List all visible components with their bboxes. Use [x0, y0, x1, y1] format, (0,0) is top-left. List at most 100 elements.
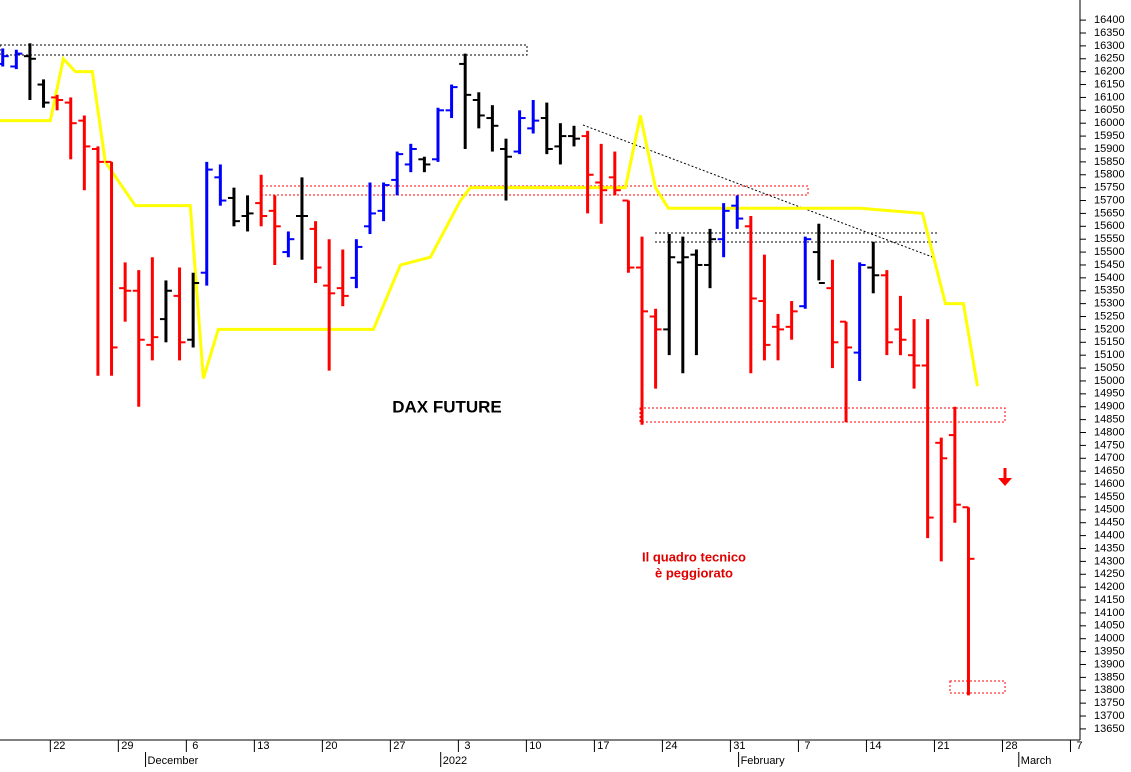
ohlc-bar	[227, 187, 240, 227]
ohlc-bar	[894, 295, 907, 356]
y-tick-label: 15800	[1094, 169, 1125, 181]
x-tick-label: 28	[1005, 740, 1017, 752]
y-tick-label: 13800	[1094, 684, 1125, 696]
ohlc-bar	[812, 223, 825, 285]
ohlc-bar	[622, 199, 635, 273]
ohlc-bar	[418, 156, 431, 173]
ohlc-bar	[391, 151, 404, 196]
ohlc-bar	[554, 123, 567, 165]
ohlc-bar	[595, 143, 608, 224]
ohlc-bar	[377, 182, 390, 222]
ohlc-bar	[731, 195, 744, 229]
x-tick-label: 22	[53, 740, 65, 752]
y-tick-label: 15250	[1094, 310, 1125, 322]
ohlc-bar	[323, 239, 336, 371]
ohlc-bar	[445, 84, 458, 119]
ohlc-bar	[187, 272, 200, 348]
x-tick-label: 14	[869, 740, 881, 752]
ohlc-bar	[431, 107, 444, 162]
resistance-zone	[0, 44, 528, 56]
down-arrow	[998, 468, 1012, 486]
ohlc-bar	[867, 241, 880, 294]
x-tick-label: 7	[1076, 740, 1082, 752]
x-tick-label: 3	[464, 740, 470, 752]
month-label: 2022	[443, 755, 467, 767]
ohlc-bar	[37, 79, 50, 108]
ohlc-bar	[91, 146, 104, 376]
ohlc-bar	[51, 94, 64, 111]
x-tick-label: 27	[393, 740, 405, 752]
ohlc-bar	[241, 195, 254, 232]
annotation: è peggiorato	[655, 565, 733, 580]
ohlc-bar	[649, 308, 662, 389]
y-tick-label: 16250	[1094, 53, 1125, 65]
x-tick-label: 24	[665, 740, 677, 752]
ohlc-bar	[799, 236, 812, 309]
chart-title: DAX FUTURE	[392, 397, 502, 416]
y-tick-label: 15850	[1094, 156, 1125, 168]
ohlc-bar	[840, 320, 853, 423]
ohlc-bar	[663, 234, 676, 356]
ohlc-bar	[459, 53, 472, 149]
y-tick-label: 14050	[1094, 620, 1125, 632]
y-tick-label: 14100	[1094, 607, 1125, 619]
y-tick-label: 15100	[1094, 349, 1125, 361]
y-tick-label: 14600	[1094, 478, 1125, 490]
ohlc-bar	[268, 195, 281, 265]
y-tick-label: 15150	[1094, 336, 1125, 348]
ohlc-bar	[962, 506, 975, 696]
y-tick-label: 14250	[1094, 568, 1125, 580]
y-tick-label: 15050	[1094, 362, 1125, 374]
ohlc-bar	[0, 48, 9, 67]
y-tick-label: 15700	[1094, 194, 1125, 206]
y-tick-label: 14700	[1094, 452, 1125, 464]
ohlc-bar	[214, 164, 227, 206]
y-tick-label: 14900	[1094, 401, 1125, 413]
ohlc-bar	[23, 43, 36, 101]
ohlc-bar	[568, 125, 581, 147]
ohlc-bar	[921, 319, 934, 539]
ohlc-bar	[336, 249, 349, 307]
y-tick-label: 15900	[1094, 143, 1125, 155]
x-tick-label: 17	[597, 740, 609, 752]
ohlc-bar	[785, 301, 798, 340]
y-tick-label: 14350	[1094, 542, 1125, 554]
y-tick-label: 13850	[1094, 671, 1125, 683]
ohlc-bar	[908, 319, 921, 389]
ohlc-bar	[717, 203, 730, 258]
y-tick-label: 15350	[1094, 285, 1125, 297]
arrow-head	[998, 478, 1012, 486]
ohlc-bar	[146, 257, 159, 361]
ohlc-bar	[758, 254, 771, 361]
y-tick-label: 13750	[1094, 697, 1125, 709]
y-tick-label: 15600	[1094, 220, 1125, 232]
y-tick-label: 15200	[1094, 323, 1125, 335]
y-tick-label: 16150	[1094, 78, 1125, 90]
y-tick-label: 14850	[1094, 414, 1125, 426]
ohlc-bar	[255, 174, 268, 227]
y-tick-label: 14550	[1094, 491, 1125, 503]
ohlc-bar	[948, 406, 961, 523]
moving-average-line	[0, 55, 979, 387]
y-tick-label: 16100	[1094, 91, 1125, 103]
ohlc-bar	[350, 239, 363, 289]
month-label: March	[1021, 755, 1052, 767]
y-tick-label: 15500	[1094, 246, 1125, 258]
ohlc-bar	[690, 249, 703, 356]
ohlc-bar	[159, 280, 172, 343]
ohlc-bar	[295, 177, 308, 260]
ohlc-bar	[676, 236, 689, 374]
y-tick-label: 16050	[1094, 104, 1125, 116]
y-tick-label: 15550	[1094, 233, 1125, 245]
ohlc-bar	[513, 110, 526, 155]
ohlc-bar	[132, 270, 145, 407]
y-tick-label: 14750	[1094, 439, 1125, 451]
ohlc-bar	[363, 182, 376, 235]
ohlc-bar	[486, 105, 499, 152]
y-tick-label: 16350	[1094, 27, 1125, 39]
y-tick-label: 13900	[1094, 658, 1125, 670]
ohlc-bar	[581, 130, 594, 214]
y-tick-label: 14450	[1094, 517, 1125, 529]
